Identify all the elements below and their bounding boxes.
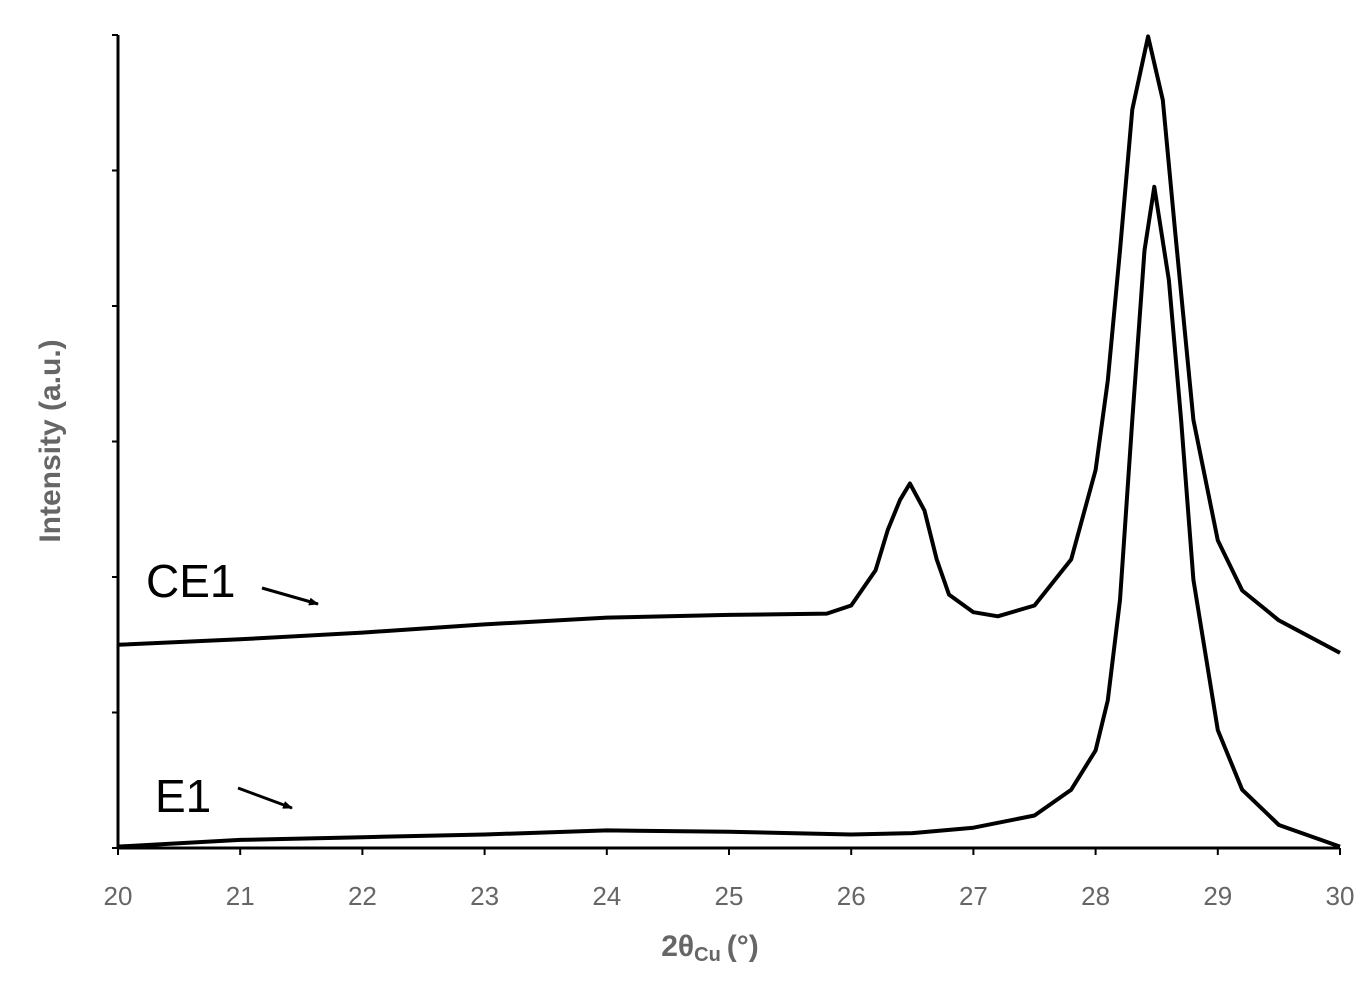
series-label: CE1 <box>146 555 235 607</box>
x-tick-label: 27 <box>959 881 988 911</box>
x-axis-label-unit: (°) <box>727 930 759 963</box>
series-line <box>117 184 1341 849</box>
series-line <box>117 34 1341 655</box>
x-tick-label: 26 <box>837 881 866 911</box>
arrow <box>261 586 319 606</box>
x-tick-label: 30 <box>1326 881 1355 911</box>
x-tick-label: 25 <box>715 881 744 911</box>
x-axis-label-main: 2θ <box>661 930 694 963</box>
x-tick-label: 24 <box>592 881 621 911</box>
x-tick-label: 23 <box>470 881 499 911</box>
x-tick-label: 21 <box>226 881 255 911</box>
x-axis-label-subscript: Cu <box>694 944 721 966</box>
arrow <box>237 786 293 810</box>
x-tick-label: 28 <box>1081 881 1110 911</box>
x-tick-label: 20 <box>104 881 133 911</box>
series-label: E1 <box>155 770 211 822</box>
y-axis-label: Intensity (a.u.) <box>34 339 67 542</box>
x-tick-label: 22 <box>348 881 377 911</box>
x-tick-label: 29 <box>1203 881 1232 911</box>
x-axis-label: 2θCu (°) <box>661 930 759 966</box>
